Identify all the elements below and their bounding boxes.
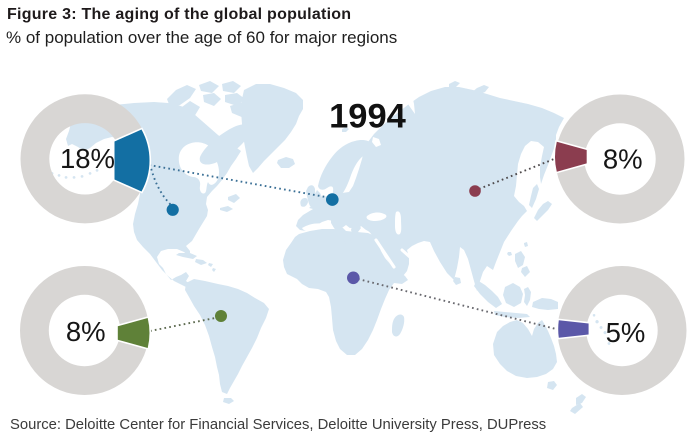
svg-text:18%: 18% [60, 143, 115, 174]
svg-text:8%: 8% [66, 316, 106, 347]
svg-text:5%: 5% [606, 317, 646, 348]
svg-text:1994: 1994 [329, 98, 406, 136]
svg-text:8%: 8% [603, 144, 643, 175]
